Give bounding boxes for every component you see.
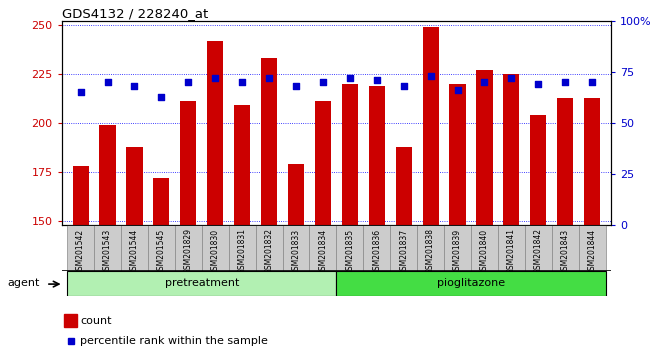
Bar bbox=[337, 271, 606, 296]
Point bbox=[75, 90, 86, 95]
Point bbox=[398, 84, 409, 89]
Point bbox=[318, 79, 328, 85]
Bar bbox=[67, 271, 337, 296]
Bar bbox=[315, 102, 331, 225]
Bar bbox=[64, 314, 77, 327]
Text: GSM201834: GSM201834 bbox=[318, 228, 328, 275]
Text: GSM201832: GSM201832 bbox=[265, 228, 274, 274]
Text: GSM201843: GSM201843 bbox=[561, 228, 570, 275]
Point bbox=[102, 79, 112, 85]
Bar bbox=[229, 225, 255, 271]
Bar bbox=[67, 225, 94, 271]
Text: GSM201835: GSM201835 bbox=[345, 228, 354, 275]
Point bbox=[587, 79, 597, 85]
Bar bbox=[342, 84, 358, 225]
Point bbox=[264, 75, 274, 81]
Bar bbox=[557, 98, 573, 225]
Text: GSM201829: GSM201829 bbox=[184, 228, 193, 274]
Bar bbox=[207, 41, 224, 225]
Text: GDS4132 / 228240_at: GDS4132 / 228240_at bbox=[62, 7, 208, 20]
Bar bbox=[255, 225, 283, 271]
Bar bbox=[390, 225, 417, 271]
Text: GSM201831: GSM201831 bbox=[238, 228, 246, 274]
Bar bbox=[476, 70, 493, 225]
Point bbox=[183, 79, 194, 85]
Point bbox=[533, 81, 543, 87]
Bar bbox=[121, 225, 148, 271]
Bar bbox=[180, 102, 196, 225]
Point bbox=[372, 78, 382, 83]
Bar bbox=[396, 147, 411, 225]
Bar bbox=[261, 58, 277, 225]
Text: GSM201830: GSM201830 bbox=[211, 228, 220, 275]
Text: GSM201836: GSM201836 bbox=[372, 228, 382, 275]
Point bbox=[479, 79, 489, 85]
Point bbox=[156, 94, 166, 99]
Bar bbox=[471, 225, 498, 271]
Text: GSM201840: GSM201840 bbox=[480, 228, 489, 275]
Text: GSM201544: GSM201544 bbox=[130, 228, 139, 275]
Text: pretreatment: pretreatment bbox=[164, 278, 239, 288]
Point bbox=[506, 75, 517, 81]
Point bbox=[452, 88, 463, 93]
Point bbox=[560, 79, 571, 85]
Bar bbox=[584, 98, 600, 225]
Bar bbox=[422, 27, 439, 225]
Bar bbox=[126, 147, 142, 225]
Bar bbox=[153, 178, 170, 225]
Text: count: count bbox=[80, 316, 111, 326]
Bar bbox=[202, 225, 229, 271]
Bar bbox=[288, 164, 304, 225]
Bar bbox=[498, 225, 525, 271]
Bar bbox=[73, 166, 88, 225]
Point bbox=[210, 75, 220, 81]
Bar bbox=[283, 225, 309, 271]
Bar bbox=[94, 225, 121, 271]
Bar bbox=[503, 74, 519, 225]
Text: GSM201542: GSM201542 bbox=[76, 228, 85, 275]
Text: GSM201841: GSM201841 bbox=[507, 228, 516, 274]
Bar bbox=[234, 105, 250, 225]
Bar bbox=[309, 225, 337, 271]
Bar bbox=[530, 115, 547, 225]
Text: GSM201837: GSM201837 bbox=[399, 228, 408, 275]
Point bbox=[291, 84, 301, 89]
Bar bbox=[552, 225, 578, 271]
Bar bbox=[99, 125, 116, 225]
Bar bbox=[449, 84, 465, 225]
Text: percentile rank within the sample: percentile rank within the sample bbox=[80, 336, 268, 346]
Text: GSM201838: GSM201838 bbox=[426, 228, 435, 274]
Text: GSM201842: GSM201842 bbox=[534, 228, 543, 274]
Point bbox=[129, 84, 140, 89]
Point bbox=[425, 73, 436, 79]
Text: GSM201833: GSM201833 bbox=[291, 228, 300, 275]
Text: agent: agent bbox=[8, 278, 40, 288]
Bar bbox=[337, 225, 363, 271]
Text: GSM201839: GSM201839 bbox=[453, 228, 462, 275]
Bar bbox=[369, 86, 385, 225]
Text: GSM201844: GSM201844 bbox=[588, 228, 597, 275]
Text: GSM201545: GSM201545 bbox=[157, 228, 166, 275]
Point bbox=[344, 75, 355, 81]
Text: pioglitazone: pioglitazone bbox=[437, 278, 505, 288]
Bar bbox=[417, 225, 444, 271]
Bar bbox=[363, 225, 390, 271]
Point bbox=[237, 79, 248, 85]
Bar bbox=[444, 225, 471, 271]
Bar bbox=[148, 225, 175, 271]
Bar bbox=[175, 225, 202, 271]
Bar bbox=[578, 225, 606, 271]
Text: GSM201543: GSM201543 bbox=[103, 228, 112, 275]
Bar bbox=[525, 225, 552, 271]
